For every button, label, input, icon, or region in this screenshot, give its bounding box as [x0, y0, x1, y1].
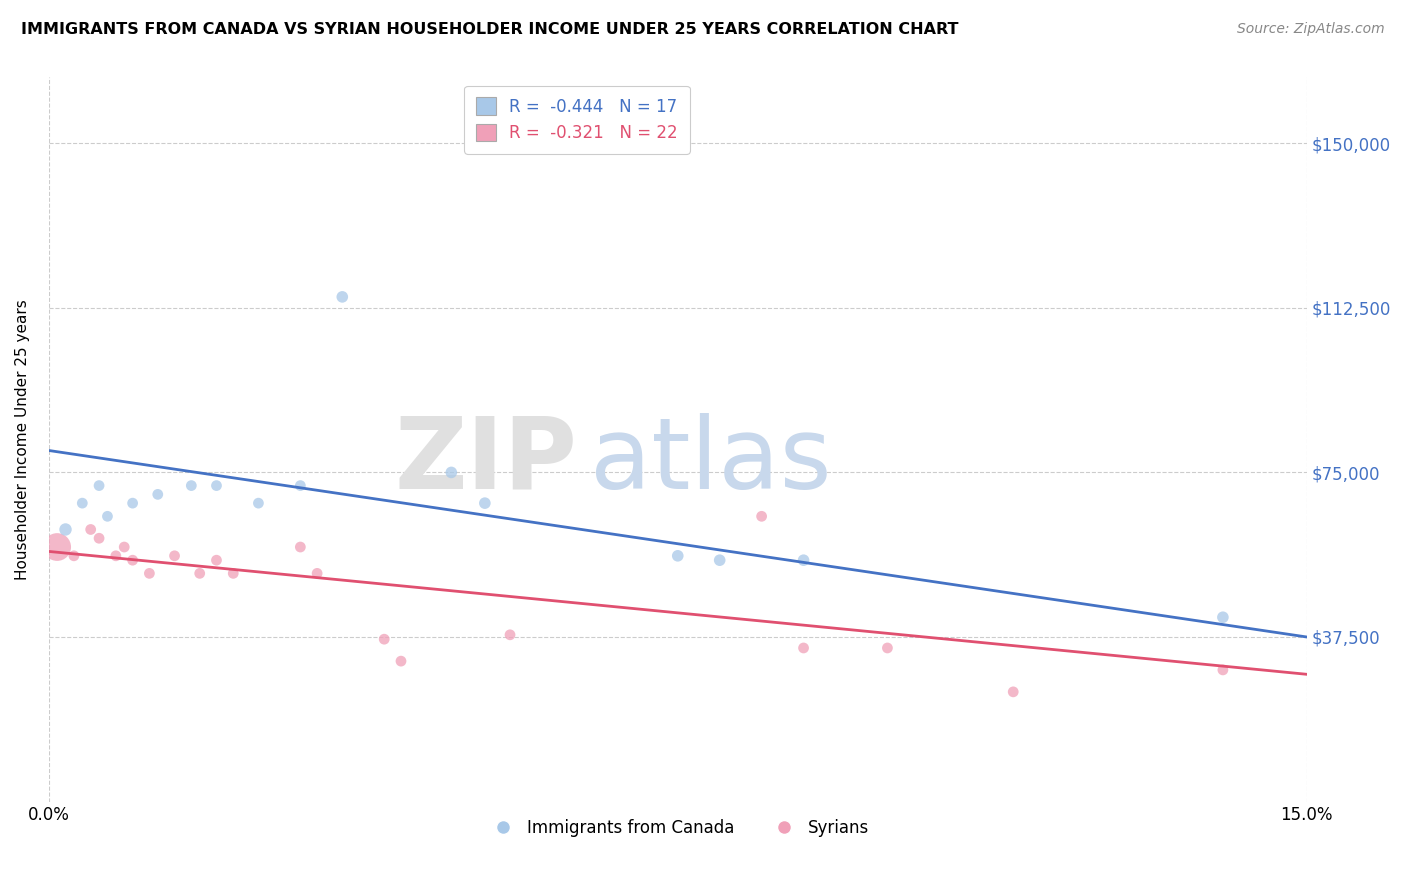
Point: [205, 553, 228, 567]
Point: [222, 566, 245, 581]
Point: [440, 466, 463, 480]
Point: [751, 509, 773, 524]
Point: [474, 496, 496, 510]
Point: [188, 566, 211, 581]
Point: [87, 478, 110, 492]
Point: [121, 496, 143, 510]
Point: [499, 628, 522, 642]
Point: [55, 523, 77, 537]
Point: [373, 632, 395, 647]
Point: [79, 523, 101, 537]
Point: [330, 290, 353, 304]
Point: [876, 640, 898, 655]
Point: [1212, 610, 1234, 624]
Point: [180, 478, 202, 492]
Point: [63, 549, 86, 563]
Point: [389, 654, 412, 668]
Point: [1212, 663, 1234, 677]
Legend: Immigrants from Canada, Syrians: Immigrants from Canada, Syrians: [479, 813, 876, 844]
Point: [205, 478, 228, 492]
Point: [104, 549, 127, 563]
Point: [709, 553, 731, 567]
Point: [112, 540, 135, 554]
Point: [290, 478, 312, 492]
Text: atlas: atlas: [589, 413, 831, 509]
Point: [307, 566, 329, 581]
Point: [72, 496, 94, 510]
Y-axis label: Householder Income Under 25 years: Householder Income Under 25 years: [15, 299, 30, 580]
Text: ZIP: ZIP: [394, 413, 576, 509]
Point: [247, 496, 270, 510]
Point: [121, 553, 143, 567]
Point: [793, 640, 815, 655]
Point: [793, 553, 815, 567]
Point: [163, 549, 186, 563]
Point: [87, 531, 110, 545]
Text: IMMIGRANTS FROM CANADA VS SYRIAN HOUSEHOLDER INCOME UNDER 25 YEARS CORRELATION C: IMMIGRANTS FROM CANADA VS SYRIAN HOUSEHO…: [21, 22, 959, 37]
Point: [1002, 685, 1025, 699]
Point: [96, 509, 118, 524]
Point: [146, 487, 169, 501]
Point: [46, 540, 69, 554]
Point: [138, 566, 160, 581]
Text: Source: ZipAtlas.com: Source: ZipAtlas.com: [1237, 22, 1385, 37]
Point: [666, 549, 689, 563]
Point: [290, 540, 312, 554]
